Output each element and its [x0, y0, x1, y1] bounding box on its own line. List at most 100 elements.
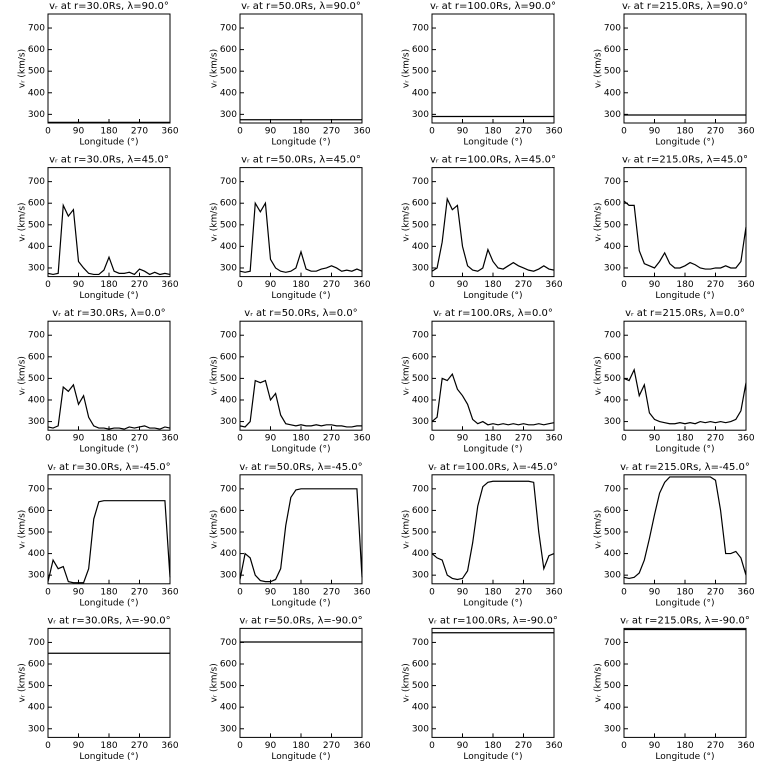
y-tick-label: 700 [28, 24, 45, 34]
y-axis-label: vᵣ (km/s) [594, 49, 604, 88]
x-tick-label: 270 [707, 434, 724, 444]
x-tick-label: 90 [649, 434, 661, 444]
x-tick-label: 270 [515, 434, 532, 444]
x-tick-label: 270 [131, 127, 148, 137]
x-axis-label: Longitude (°) [655, 138, 714, 148]
data-line [239, 488, 363, 583]
panel-title: vᵣ at r=30.0Rs, λ=-90.0° [47, 615, 170, 626]
y-tick-label: 500 [412, 681, 429, 691]
panel-title: vᵣ at r=50.0Rs, λ=-45.0° [239, 462, 362, 473]
y-tick-label: 300 [604, 110, 621, 120]
y-tick-label: 500 [28, 527, 45, 537]
y-tick-label: 700 [412, 24, 429, 34]
panel-title: vᵣ at r=30.0Rs, λ=45.0° [49, 155, 169, 166]
x-axis-label: Longitude (°) [655, 598, 714, 608]
plot-frame [431, 627, 555, 738]
y-tick-label: 300 [412, 417, 429, 427]
x-tick-label: 0 [45, 587, 51, 597]
y-tick-label: 400 [604, 703, 621, 713]
plot-frame [47, 167, 171, 278]
x-tick-label: 180 [292, 434, 309, 444]
x-tick-label: 180 [676, 280, 693, 290]
panel-title: vᵣ at r=100.0Rs, λ=-90.0° [428, 615, 558, 626]
y-tick-label: 300 [28, 110, 45, 120]
x-tick-label: 270 [707, 280, 724, 290]
x-tick-label: 90 [649, 587, 661, 597]
y-tick-label: 300 [220, 110, 237, 120]
y-axis-label: vᵣ (km/s) [402, 49, 412, 88]
y-tick-label: 600 [604, 199, 621, 209]
x-axis-label: Longitude (°) [79, 291, 138, 301]
x-tick-label: 360 [161, 587, 178, 597]
plot-frame [239, 627, 363, 738]
x-tick-label: 180 [100, 127, 117, 137]
x-tick-label: 90 [265, 280, 277, 290]
y-tick-label: 700 [28, 638, 45, 648]
panel-title: vᵣ at r=215.0Rs, λ=-90.0° [620, 615, 750, 626]
y-tick-label: 400 [604, 242, 621, 252]
x-axis-label: Longitude (°) [271, 445, 330, 455]
x-axis-label: Longitude (°) [79, 752, 138, 762]
panel-title: vᵣ at r=100.0Rs, λ=-45.0° [428, 462, 558, 473]
y-tick-label: 600 [412, 352, 429, 362]
y-tick-label: 700 [28, 484, 45, 494]
x-tick-label: 360 [545, 280, 562, 290]
x-tick-label: 0 [621, 127, 627, 137]
x-tick-label: 360 [161, 127, 178, 137]
y-tick-label: 500 [220, 374, 237, 384]
y-tick-label: 600 [604, 45, 621, 55]
y-tick-label: 500 [604, 527, 621, 537]
x-tick-label: 180 [292, 280, 309, 290]
y-tick-label: 400 [412, 703, 429, 713]
panel-title: vᵣ at r=50.0Rs, λ=90.0° [241, 1, 361, 12]
x-tick-label: 360 [353, 280, 370, 290]
y-tick-label: 600 [28, 199, 45, 209]
data-line [47, 500, 171, 584]
plot-frame [623, 627, 747, 738]
x-tick-label: 0 [429, 587, 435, 597]
panel-title: vᵣ at r=100.0Rs, λ=90.0° [430, 1, 556, 12]
y-tick-label: 500 [28, 220, 45, 230]
y-tick-label: 500 [604, 681, 621, 691]
x-tick-label: 90 [73, 741, 85, 751]
y-axis-label: vᵣ (km/s) [594, 202, 604, 241]
x-tick-label: 0 [45, 434, 51, 444]
x-tick-label: 0 [45, 280, 51, 290]
y-tick-label: 300 [412, 263, 429, 273]
x-tick-label: 90 [265, 127, 277, 137]
y-tick-label: 700 [412, 331, 429, 341]
plot-frame [47, 627, 171, 738]
data-line [623, 476, 747, 580]
x-axis-label: Longitude (°) [463, 445, 522, 455]
y-tick-label: 400 [220, 242, 237, 252]
y-tick-label: 300 [604, 263, 621, 273]
panel-title: vᵣ at r=30.0Rs, λ=90.0° [49, 1, 169, 12]
x-tick-label: 0 [237, 587, 243, 597]
y-tick-label: 300 [220, 724, 237, 734]
panel-title: vᵣ at r=100.0Rs, λ=45.0° [430, 155, 556, 166]
x-tick-label: 0 [429, 127, 435, 137]
y-tick-label: 500 [412, 220, 429, 230]
data-line [47, 203, 171, 276]
x-tick-label: 90 [457, 741, 469, 751]
x-tick-label: 180 [676, 587, 693, 597]
y-tick-label: 300 [604, 724, 621, 734]
y-tick-label: 300 [220, 571, 237, 581]
x-tick-label: 360 [545, 587, 562, 597]
y-tick-label: 700 [604, 24, 621, 34]
x-tick-label: 270 [131, 434, 148, 444]
y-tick-label: 600 [604, 352, 621, 362]
x-axis-label: Longitude (°) [463, 291, 522, 301]
y-tick-label: 500 [604, 220, 621, 230]
y-tick-label: 600 [220, 199, 237, 209]
y-tick-label: 500 [412, 67, 429, 77]
x-tick-label: 0 [621, 434, 627, 444]
x-tick-label: 90 [649, 127, 661, 137]
x-axis-label: Longitude (°) [655, 291, 714, 301]
x-tick-label: 0 [429, 280, 435, 290]
x-tick-label: 360 [161, 741, 178, 751]
y-axis-label: vᵣ (km/s) [594, 356, 604, 395]
y-tick-label: 600 [220, 506, 237, 516]
x-tick-label: 90 [649, 280, 661, 290]
y-tick-label: 700 [412, 484, 429, 494]
